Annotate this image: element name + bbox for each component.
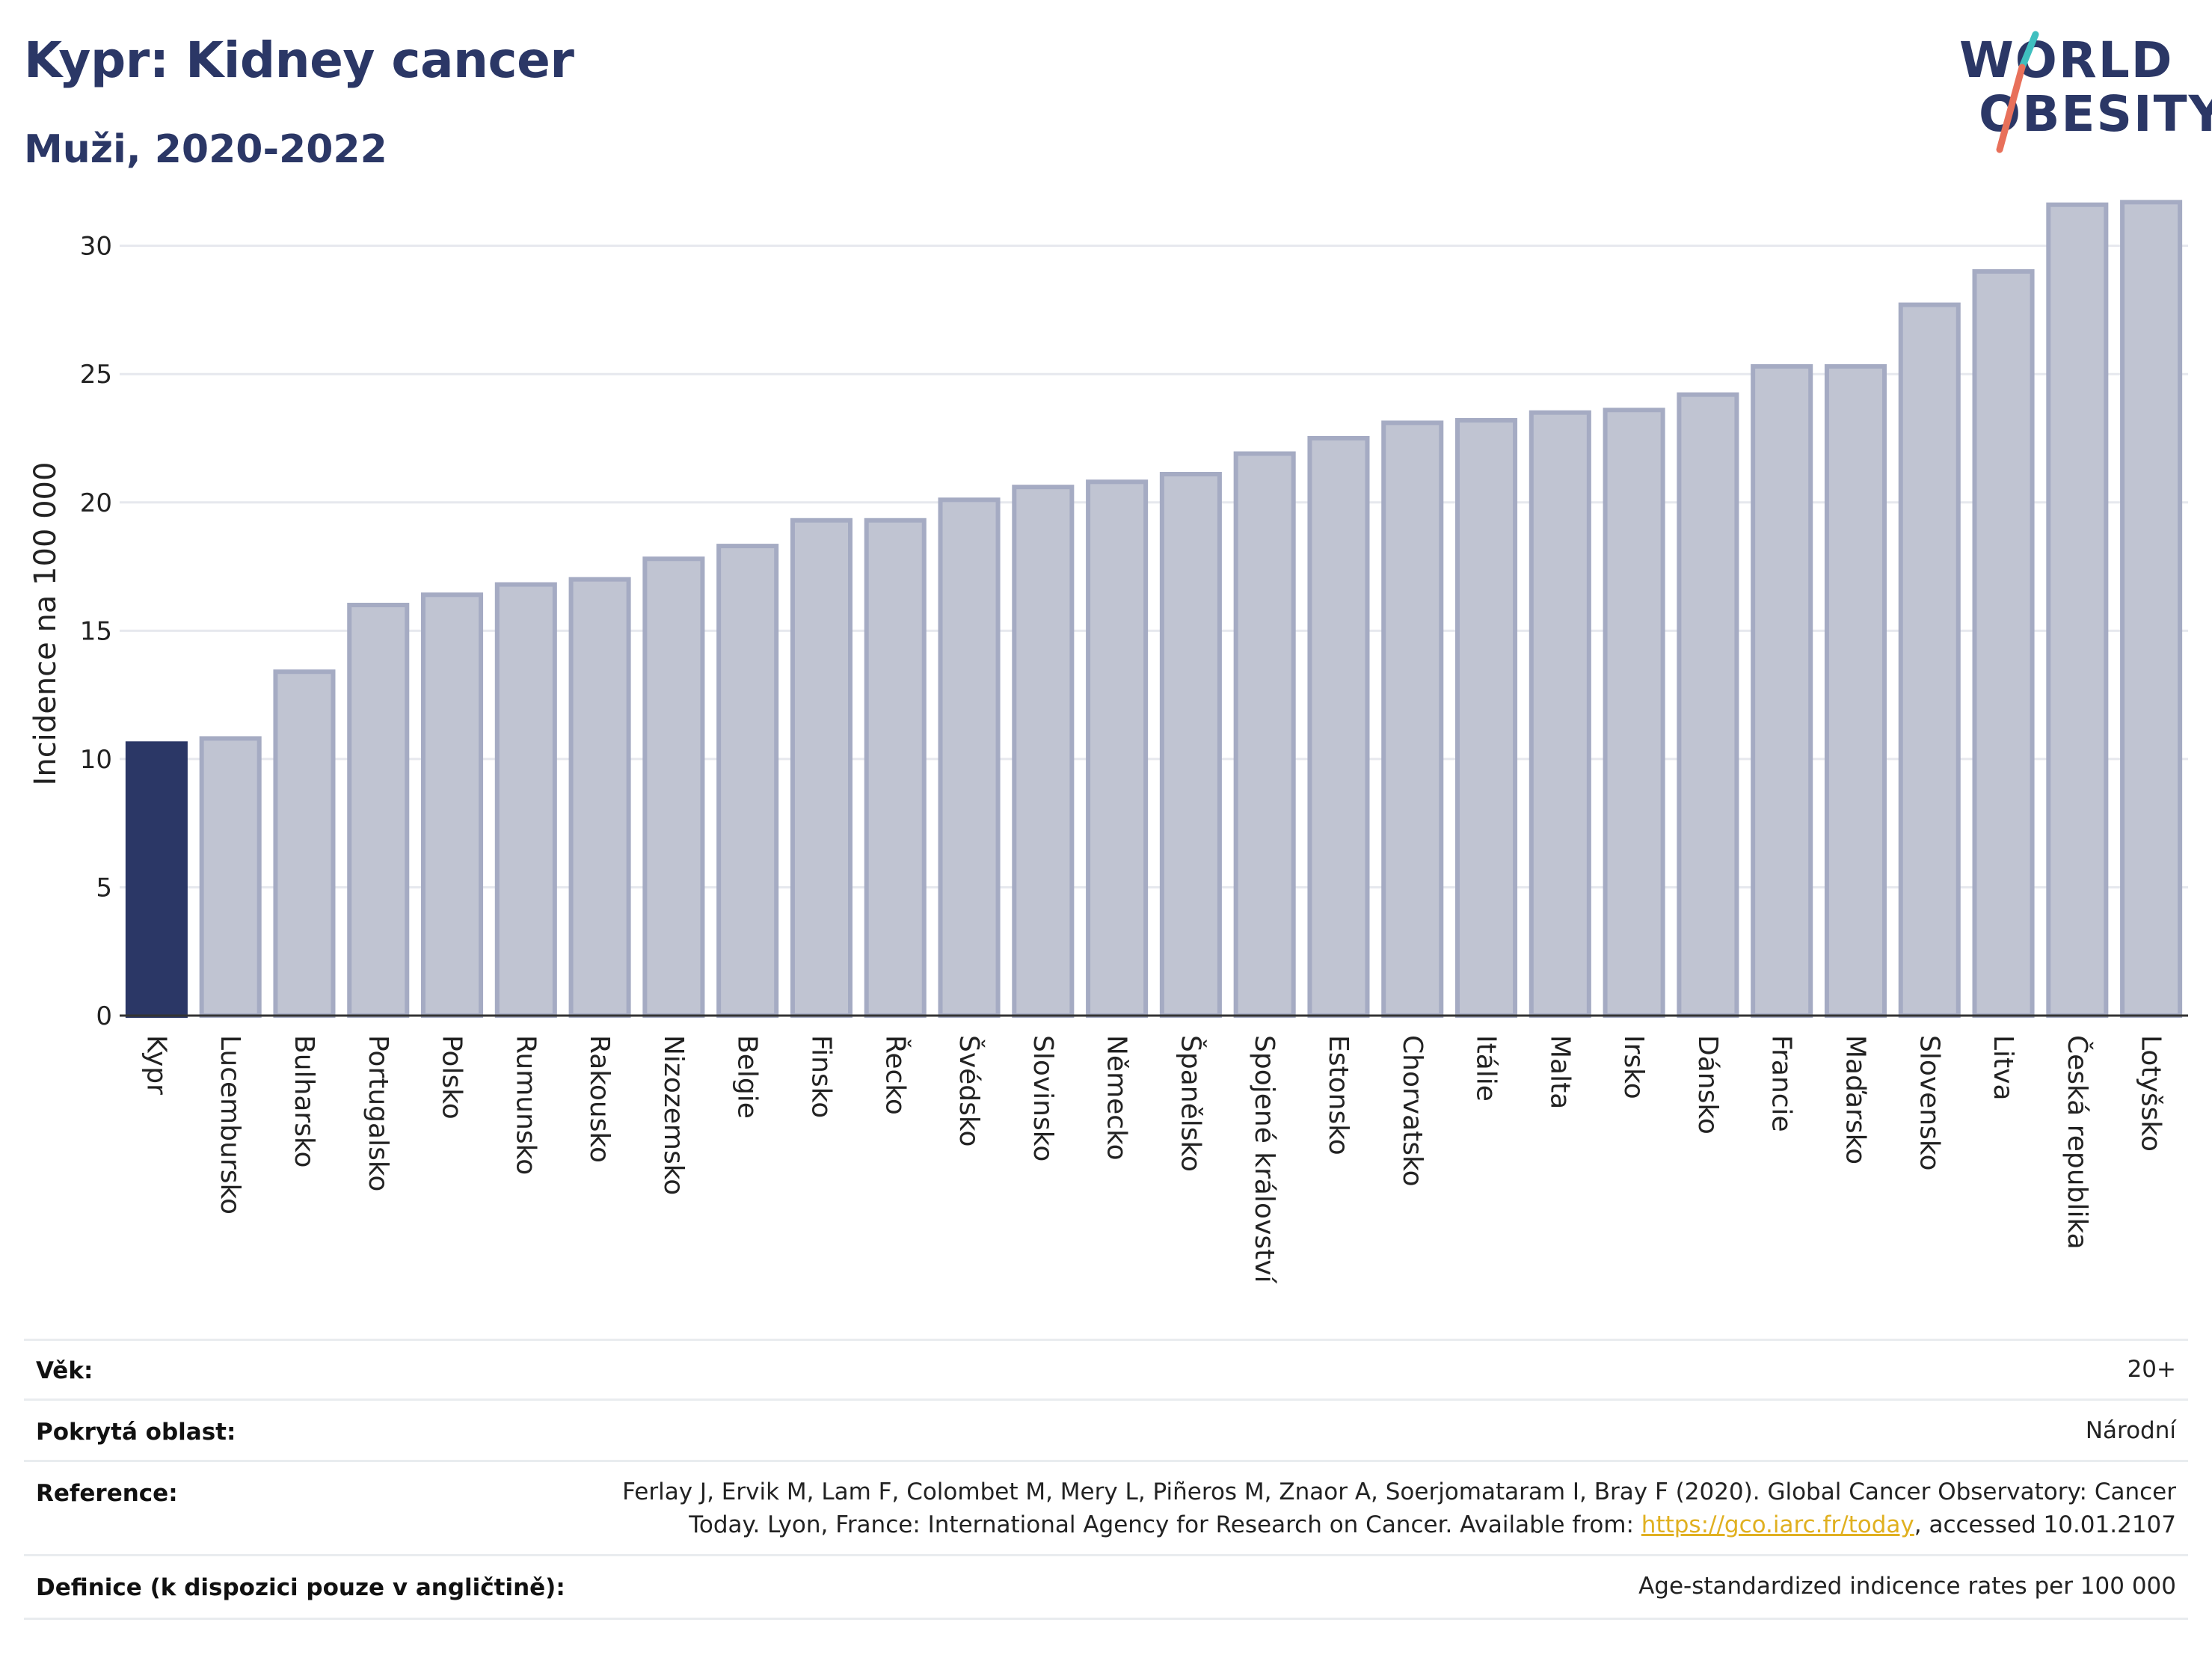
y-tick-label: 25	[80, 360, 112, 390]
y-axis-label: Incidence na 100 000	[28, 462, 63, 786]
x-tick-label: Kypr	[141, 1035, 171, 1095]
bar	[125, 741, 188, 1018]
bar	[1307, 435, 1370, 1018]
bar	[1529, 410, 1591, 1018]
x-tick-label: Rumunsko	[510, 1035, 541, 1175]
x-tick-label: Malta	[1544, 1035, 1575, 1109]
x-tick-label: Lotyšsko	[2136, 1035, 2166, 1152]
x-tick-label: Litva	[1988, 1035, 2018, 1101]
bar	[642, 556, 705, 1018]
bar	[421, 592, 484, 1018]
x-tick-label: Polsko	[437, 1035, 467, 1120]
bar	[1824, 363, 1887, 1018]
bar	[1603, 408, 1665, 1019]
x-tick-label: Dánsko	[1692, 1035, 1723, 1134]
bar	[2120, 200, 2183, 1019]
bar	[1233, 451, 1296, 1018]
bar	[790, 518, 852, 1018]
x-tick-label: Slovensko	[1914, 1035, 1944, 1171]
definition-label: Definice (k dispozici pouze v angličtině…	[36, 1574, 565, 1601]
reference-label: Reference:	[36, 1480, 178, 1507]
bar	[1012, 485, 1075, 1019]
logo-line-1: WORLD	[1959, 31, 2174, 89]
meta-row-reference: Reference: Ferlay J, Ervik M, Lam F, Col…	[24, 1460, 2188, 1556]
x-tick-label: Řecko	[879, 1035, 911, 1115]
bar	[273, 669, 336, 1019]
bar	[938, 497, 1001, 1019]
bar	[864, 518, 927, 1018]
bar	[568, 577, 631, 1018]
meta-row-age: Věk: 20+	[24, 1339, 2188, 1401]
x-tick-label: Bulharsko	[289, 1035, 319, 1168]
x-tick-label: Švédsko	[953, 1035, 985, 1147]
bar	[716, 544, 779, 1018]
bar	[1455, 417, 1518, 1018]
reference-line-2: Today. Lyon, France: International Agenc…	[622, 1508, 2176, 1541]
x-tick-label: Belgie	[732, 1035, 763, 1119]
definition-value: Age-standardized indicence rates per 100…	[1638, 1573, 2176, 1600]
y-tick-label: 20	[80, 488, 112, 518]
y-tick-label: 10	[80, 745, 112, 775]
y-tick-label: 15	[80, 616, 112, 646]
bar	[2046, 202, 2109, 1019]
chart-title: Kypr: Kidney cancer	[24, 31, 574, 89]
bar	[1898, 302, 1961, 1018]
logo-slash-icon	[1996, 31, 2039, 153]
x-tick-label: Španělsko	[1175, 1035, 1206, 1172]
x-tick-label: Nizozemsko	[658, 1035, 689, 1195]
reference-value: Ferlay J, Ervik M, Lam F, Colombet M, Me…	[622, 1476, 2176, 1541]
age-label: Věk:	[36, 1357, 93, 1384]
x-tick-label: Rakousko	[584, 1035, 615, 1163]
x-tick-label: Francie	[1766, 1035, 1797, 1132]
bar	[494, 582, 557, 1018]
bar	[1381, 420, 1444, 1019]
logo-line-2: OBESITY	[1979, 85, 2212, 143]
x-tick-label: Slovinsko	[1027, 1035, 1058, 1161]
area-label: Pokrytá oblast:	[36, 1419, 236, 1446]
x-tick-label: Chorvatsko	[1397, 1035, 1428, 1187]
bar-chart: 0 5 10 15 20 25 30 Incidence na 100 000 Kypr Luce…	[28, 200, 2188, 1284]
bar	[1159, 472, 1222, 1019]
bar	[199, 736, 262, 1018]
age-value: 20+	[2127, 1356, 2176, 1383]
reference-line-1: Ferlay J, Ervik M, Lam F, Colombet M, Me…	[622, 1479, 2176, 1505]
x-tick-label: Itálie	[1471, 1035, 1502, 1102]
bar	[1677, 392, 1739, 1018]
area-value: Národní	[2085, 1417, 2176, 1444]
x-tick-label: Finsko	[805, 1035, 836, 1118]
x-tick-label: Portugalsko	[363, 1035, 393, 1191]
reference-line-2-suffix: , accessed 10.01.2107	[1914, 1511, 2176, 1538]
bar	[1972, 268, 2035, 1018]
bar	[1086, 479, 1149, 1018]
reference-line-2-text: Today. Lyon, France: International Agenc…	[689, 1511, 1641, 1538]
x-tick-label: Česká republika	[2062, 1035, 2093, 1250]
y-tick-label: 30	[80, 232, 112, 262]
x-tick-label: Německo	[1102, 1035, 1132, 1161]
chart-subtitle: Muži, 2020-2022	[24, 127, 387, 172]
meta-row-definition: Definice (k dispozici pouze v angličtině…	[24, 1554, 2188, 1620]
y-tick-label: 0	[96, 1001, 112, 1031]
world-obesity-logo[interactable]: WORLD OBESITY	[1952, 28, 2212, 163]
bar	[347, 603, 410, 1018]
x-tick-label: Irsko	[1618, 1035, 1649, 1099]
y-tick-label: 5	[96, 873, 112, 903]
bar	[1751, 363, 1813, 1018]
x-tick-label: Spojené království	[1249, 1035, 1279, 1284]
x-tick-label: Lucembursko	[215, 1035, 245, 1215]
x-tick-label: Estonsko	[1323, 1035, 1354, 1155]
meta-row-area: Pokrytá oblast: Národní	[24, 1398, 2188, 1462]
reference-link[interactable]: https://gco.iarc.fr/today	[1641, 1511, 1914, 1538]
x-tick-label: Maďarsko	[1840, 1035, 1870, 1164]
